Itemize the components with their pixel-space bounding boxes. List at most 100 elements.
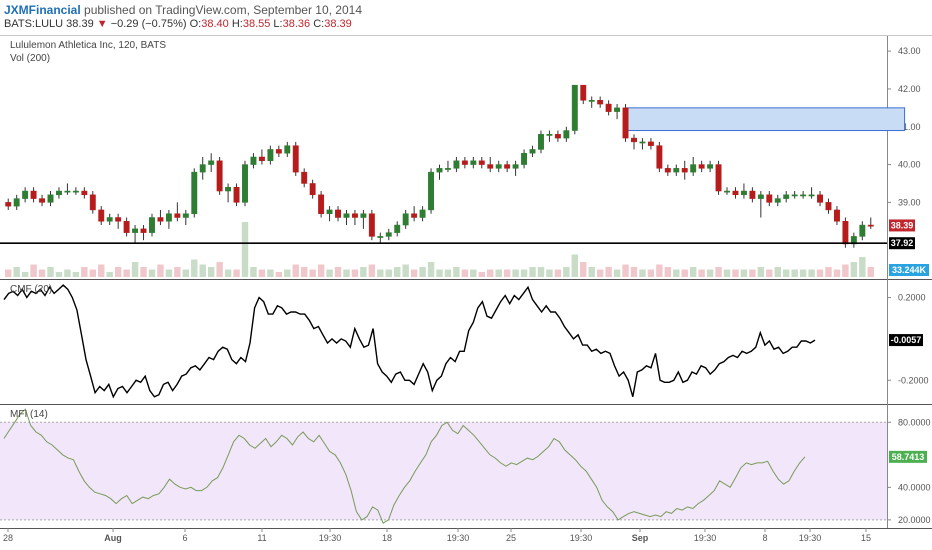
symbol-label: BATS:LULU: [4, 18, 64, 30]
candle-body: [664, 168, 671, 173]
volume-bar: [766, 269, 773, 277]
candle-body: [538, 134, 544, 150]
volume-bar: [427, 262, 435, 277]
volume-bar: [537, 267, 545, 277]
candle-body: [284, 145, 291, 154]
candle-body: [800, 194, 807, 197]
candle-body: [504, 164, 511, 169]
candle-body: [267, 149, 274, 162]
candle-body: [343, 213, 350, 218]
volume-bar: [250, 267, 257, 277]
volume-bar: [478, 272, 485, 277]
volume-bar: [309, 269, 316, 277]
candle-body: [419, 209, 426, 218]
volume-bar: [258, 269, 266, 277]
candle-body: [199, 164, 206, 173]
price-tick-label: 41.00: [898, 122, 921, 132]
candle-body: [724, 190, 730, 193]
candle-body: [335, 209, 341, 218]
support-tag-label: 37.92: [891, 238, 914, 248]
volume-bar: [859, 257, 866, 277]
volume-bar: [732, 269, 739, 277]
time-tick-label: 11: [257, 533, 266, 543]
time-tick-label: 6: [182, 533, 187, 543]
volume-bar: [487, 269, 494, 277]
candle-body: [368, 213, 375, 237]
volume-bar: [165, 269, 173, 277]
candle-body: [673, 168, 680, 173]
candle-body: [749, 190, 756, 199]
volume-bar: [38, 269, 46, 277]
volume-bar: [512, 269, 519, 277]
volume-bar: [148, 269, 156, 277]
volume-bar: [689, 267, 697, 277]
volume-bar: [89, 269, 97, 277]
price-change: −0.29 (−0.75%): [110, 18, 187, 30]
candle-body: [428, 171, 434, 211]
volume-bar: [402, 264, 409, 277]
volume-bar: [275, 272, 283, 277]
candle-body: [605, 103, 612, 112]
mfi-value-tag: [889, 450, 927, 463]
candle-body: [715, 164, 722, 192]
author-link[interactable]: JXMFinancial: [4, 3, 81, 17]
candle-body: [275, 149, 282, 154]
candle-body: [47, 194, 54, 203]
volume-bar: [267, 269, 274, 277]
candle-body: [512, 164, 519, 169]
candle-body: [859, 224, 866, 237]
candle-body: [436, 168, 443, 173]
volume-bar: [563, 267, 570, 277]
volume-bar: [698, 269, 705, 277]
candle-body: [39, 198, 46, 203]
volume-bar: [791, 269, 798, 277]
candle-body: [13, 198, 20, 207]
time-tick-label: 25: [506, 533, 516, 543]
volume-bar: [461, 269, 469, 277]
volume-bar: [495, 269, 502, 277]
volume-bar: [360, 267, 367, 277]
price-tick-label: 39.00: [898, 197, 921, 207]
candle-body: [89, 194, 96, 211]
candle-body: [5, 202, 12, 207]
published-header: JXMFinancial published on TradingView.co…: [4, 2, 362, 18]
mfi-tick-label: 20.0000: [898, 515, 931, 525]
candle-body: [174, 213, 181, 218]
candle-body: [453, 160, 460, 169]
volume-bar: [13, 267, 20, 277]
candle-body: [766, 194, 773, 203]
volume-bar: [554, 269, 562, 277]
candle-body: [808, 194, 815, 197]
volume-bar: [385, 269, 392, 277]
candle-body: [681, 168, 688, 173]
candle-body: [783, 194, 790, 199]
candle-body: [563, 130, 570, 139]
time-tick-label: 19:30: [694, 533, 717, 543]
time-tick-label: 28: [3, 533, 13, 543]
last-price-tag-label: 38.39: [891, 220, 914, 230]
candle-body: [377, 236, 384, 238]
candle-body: [774, 198, 781, 203]
published-text: published on TradingView.com, September …: [84, 3, 362, 17]
mfi-tick-label: 40.0000: [898, 482, 931, 492]
volume-bar: [131, 262, 139, 277]
volume-bar: [842, 264, 849, 277]
high-value: 38.55: [242, 18, 271, 30]
candle-body: [647, 141, 654, 146]
cmf-line: [3, 284, 816, 399]
candle-body: [157, 217, 164, 222]
candle-body: [487, 164, 494, 169]
candle-body: [411, 213, 418, 218]
time-tick-label: Sep: [632, 533, 649, 543]
candle-body: [165, 213, 172, 222]
volume-bar: [98, 264, 105, 277]
volume-bar: [850, 262, 858, 277]
price-tick-label: 42.00: [898, 84, 921, 94]
candle-body: [250, 156, 257, 165]
volume-bar: [47, 267, 54, 277]
volume-bar: [300, 267, 308, 277]
candle-body: [546, 134, 553, 136]
volume-bar: [825, 267, 832, 277]
candle-body: [30, 190, 37, 199]
